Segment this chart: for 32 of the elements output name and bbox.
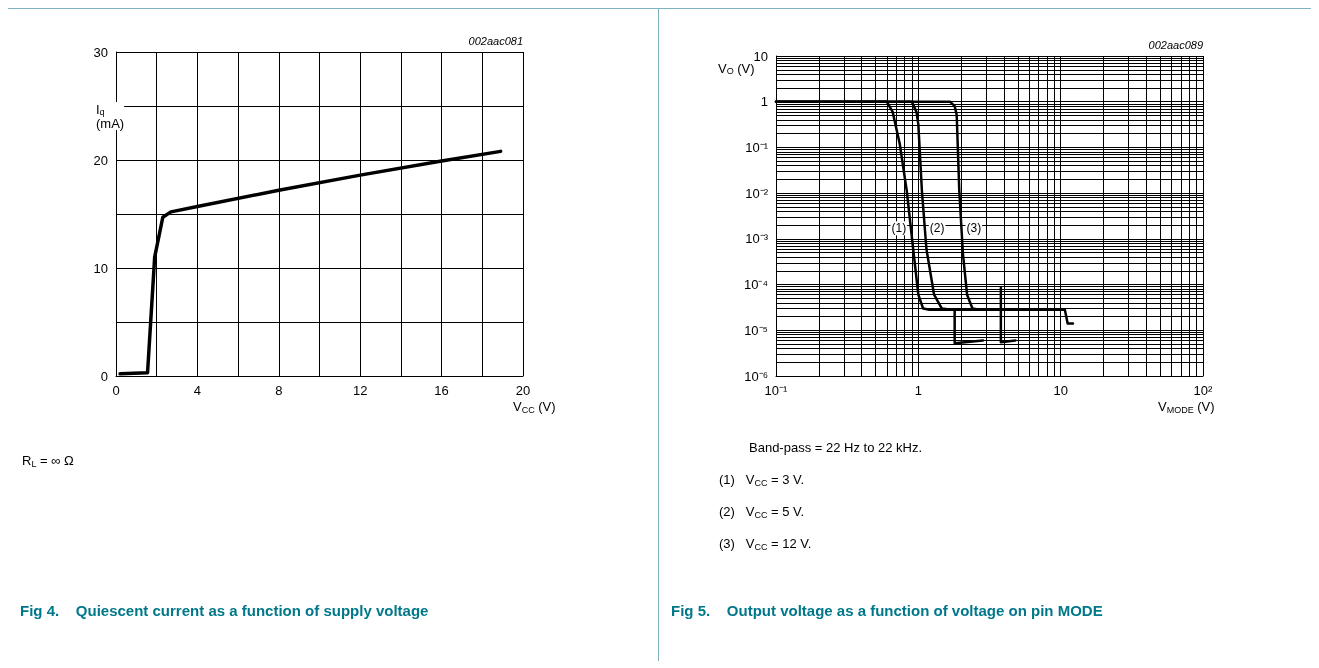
y-tick-label: 10 bbox=[753, 48, 768, 64]
x-tick-label: 0 bbox=[112, 383, 120, 398]
annotation: (3) bbox=[966, 221, 982, 236]
y-tick-label: 10⁻⁴ bbox=[743, 277, 768, 293]
annotation: (1) bbox=[891, 221, 907, 236]
x-tick-label: 10² bbox=[1193, 383, 1214, 398]
y-tick-label: 10⁻⁶ bbox=[744, 368, 768, 384]
y-tick-label: 10⁻¹ bbox=[745, 139, 769, 155]
text: Fig 5. Output voltage as a function of voltage on pin MODE bbox=[671, 601, 1103, 619]
y-tick-label: 10 bbox=[93, 260, 108, 276]
x-tick-label: 20 bbox=[515, 383, 531, 398]
annotation: (2) bbox=[929, 221, 945, 236]
y-axis-title: VO (V) bbox=[718, 60, 755, 76]
y-tick-label: 0 bbox=[100, 368, 108, 384]
x-tick-label: 8 bbox=[275, 383, 283, 398]
y-tick-label: 10⁻² bbox=[745, 185, 769, 201]
y-tick-label: 10⁻⁵ bbox=[744, 322, 768, 338]
text: Band-pass = 22 Hz to 22 kHz. bbox=[749, 440, 923, 455]
x-tick-label: 4 bbox=[193, 383, 202, 398]
y-axis-title: Iq (mA) bbox=[96, 101, 125, 131]
x-tick-label: 16 bbox=[434, 383, 449, 398]
x-tick-label: 10⁻¹ bbox=[764, 383, 789, 398]
text: 002aac089 bbox=[1148, 38, 1204, 51]
y-tick-label: 20 bbox=[93, 152, 108, 168]
text: 002aac081 bbox=[468, 34, 524, 47]
x-tick-label: 1 bbox=[914, 383, 922, 398]
x-tick-label: 12 bbox=[352, 383, 368, 398]
y-tick-label: 30 bbox=[93, 44, 108, 60]
y-tick-label: 10⁻³ bbox=[745, 231, 769, 247]
x-tick-label: 10 bbox=[1053, 383, 1068, 398]
y-tick-label: 1 bbox=[760, 94, 768, 110]
text: Fig 4. Quiescent current as a function of supply voltage bbox=[20, 601, 429, 619]
